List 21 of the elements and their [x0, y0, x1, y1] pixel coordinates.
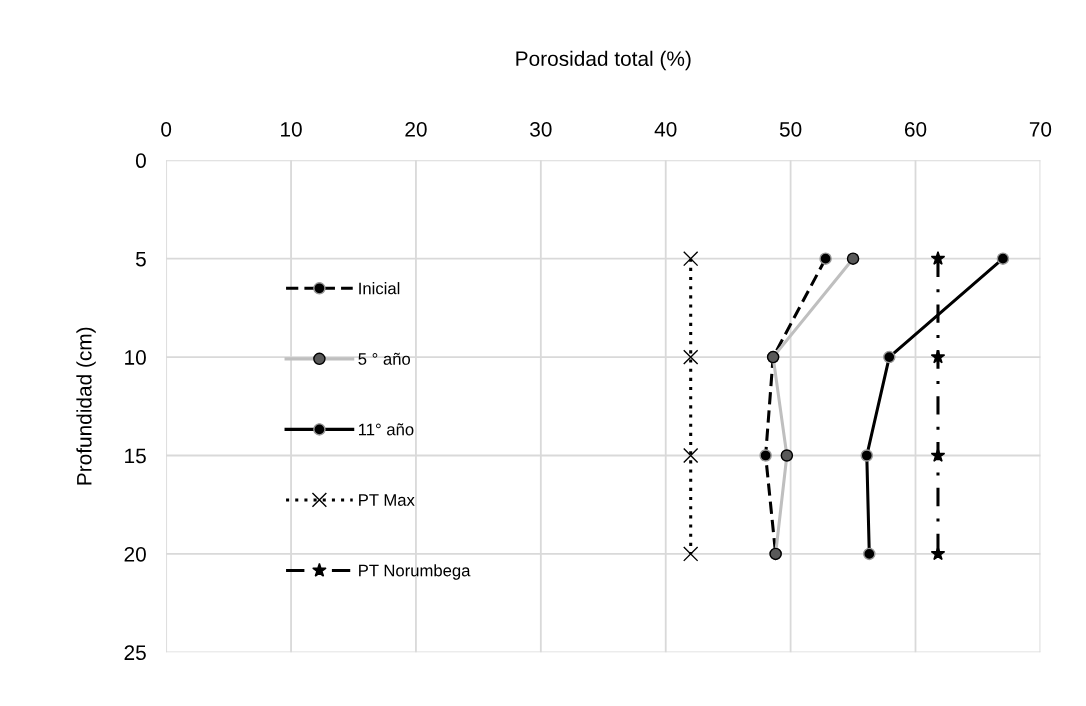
y-tick-label: 0: [135, 153, 146, 169]
x-tick-label: 0: [161, 121, 172, 137]
legend-label: 11° año: [359, 423, 414, 436]
x-tick-label: 30: [530, 121, 552, 137]
y-tick-label: 15: [125, 448, 146, 464]
legend-label: Inicial: [359, 282, 400, 295]
x-axis-title: Porosidad total (%): [516, 50, 691, 71]
x-tick-label: 10: [281, 121, 302, 137]
legend-label: PT Norumbega: [359, 564, 471, 580]
y-tick-label: 25: [124, 645, 146, 661]
legend-label: 5 ° año: [358, 352, 411, 365]
x-tick-label: 40: [654, 121, 677, 137]
y-tick-label: 20: [124, 546, 146, 562]
x-tick-label: 20: [405, 121, 427, 137]
legend-label: PT Max: [359, 494, 415, 506]
x-tick-label: 50: [779, 121, 802, 137]
x-tick-label: 60: [904, 121, 927, 137]
y-tick-label: 10: [125, 350, 146, 365]
y-axis-title: Profundidad (cm): [76, 327, 96, 485]
y-tick-label: 5: [135, 251, 146, 267]
x-tick-label: 70: [1029, 121, 1052, 137]
